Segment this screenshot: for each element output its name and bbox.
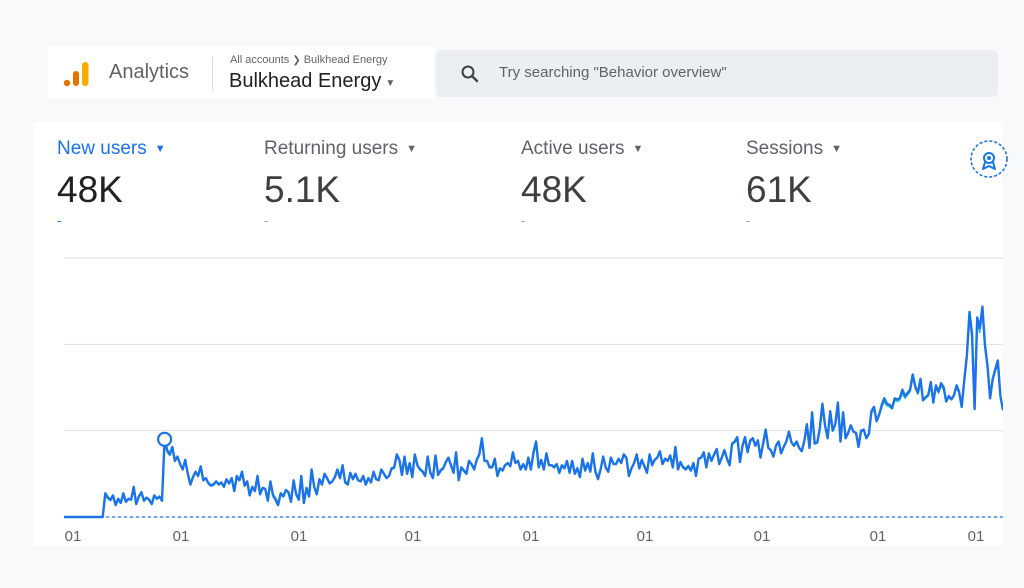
metric-change: - [264, 213, 269, 228]
metric-tab-active-users[interactable]: Active users ▼ 48K - [521, 138, 643, 229]
series-line-primary [64, 305, 1003, 519]
caret-down-icon[interactable]: ▼ [632, 143, 644, 155]
account-name[interactable]: Bulkhead Energy [229, 70, 382, 92]
metric-tab-new-users[interactable]: New users ▼ 48K - [57, 138, 166, 229]
x-tick-label: 01 [870, 528, 887, 545]
header-divider [212, 57, 213, 91]
header-bar: Analytics All accounts ❯ Bulkhead Energy… [48, 47, 434, 99]
overview-card: New users ▼ 48K - Returning users ▼ 5.1K… [33, 122, 1008, 546]
metric-change: - [57, 213, 62, 228]
metric-tab-sessions[interactable]: Sessions ▼ 61K - [746, 138, 842, 229]
metric-value: 48K [521, 169, 587, 210]
x-tick-label: 01 [754, 528, 771, 545]
metric-tab-returning-users[interactable]: Returning users ▼ 5.1K - [264, 138, 417, 229]
insights-badge-icon[interactable] [969, 139, 1009, 179]
x-tick-label: 01 [173, 528, 190, 545]
x-tick-label: 01 [65, 528, 82, 545]
metric-change: - [746, 213, 751, 228]
metric-value: 48K [57, 169, 123, 210]
breadcrumb[interactable]: All accounts ❯ Bulkhead Energy [230, 54, 387, 66]
x-tick-label: 01 [291, 528, 308, 545]
caret-down-icon[interactable]: ▼ [385, 78, 396, 89]
search-input[interactable]: Try searching "Behavior overview" [499, 64, 727, 81]
metric-value: 5.1K [264, 169, 341, 210]
search-bar[interactable]: Try searching "Behavior overview" [436, 50, 998, 97]
series-line-secondary [64, 311, 1003, 518]
line-chart[interactable]: 01 01 01 01 01 01 01 01 01 [33, 122, 1003, 546]
metric-change: - [521, 213, 526, 228]
caret-down-icon[interactable]: ▼ [406, 143, 418, 155]
account-selector[interactable]: Bulkhead Energy ▼ [229, 70, 395, 93]
metric-label[interactable]: Active users [521, 138, 625, 159]
caret-down-icon[interactable]: ▼ [831, 143, 842, 155]
breadcrumb-current[interactable]: Bulkhead Energy [303, 54, 388, 66]
metric-label[interactable]: Sessions [746, 138, 824, 159]
highlight-point [157, 431, 173, 447]
metric-label[interactable]: Returning users [264, 138, 399, 159]
app-name[interactable]: Analytics [109, 61, 190, 83]
metric-label[interactable]: New users [57, 138, 147, 159]
x-tick-label: 01 [637, 528, 654, 545]
breadcrumb-parent[interactable]: All accounts [230, 54, 290, 66]
x-tick-label: 01 [405, 528, 422, 545]
caret-down-icon[interactable]: ▼ [154, 143, 166, 155]
search-icon[interactable] [460, 64, 480, 84]
metric-value: 61K [746, 169, 812, 210]
analytics-bars-icon[interactable] [62, 60, 90, 88]
chevron-right-icon: ❯ [292, 54, 301, 66]
x-tick-label: 01 [523, 528, 540, 545]
x-tick-label: 01 [968, 528, 985, 545]
